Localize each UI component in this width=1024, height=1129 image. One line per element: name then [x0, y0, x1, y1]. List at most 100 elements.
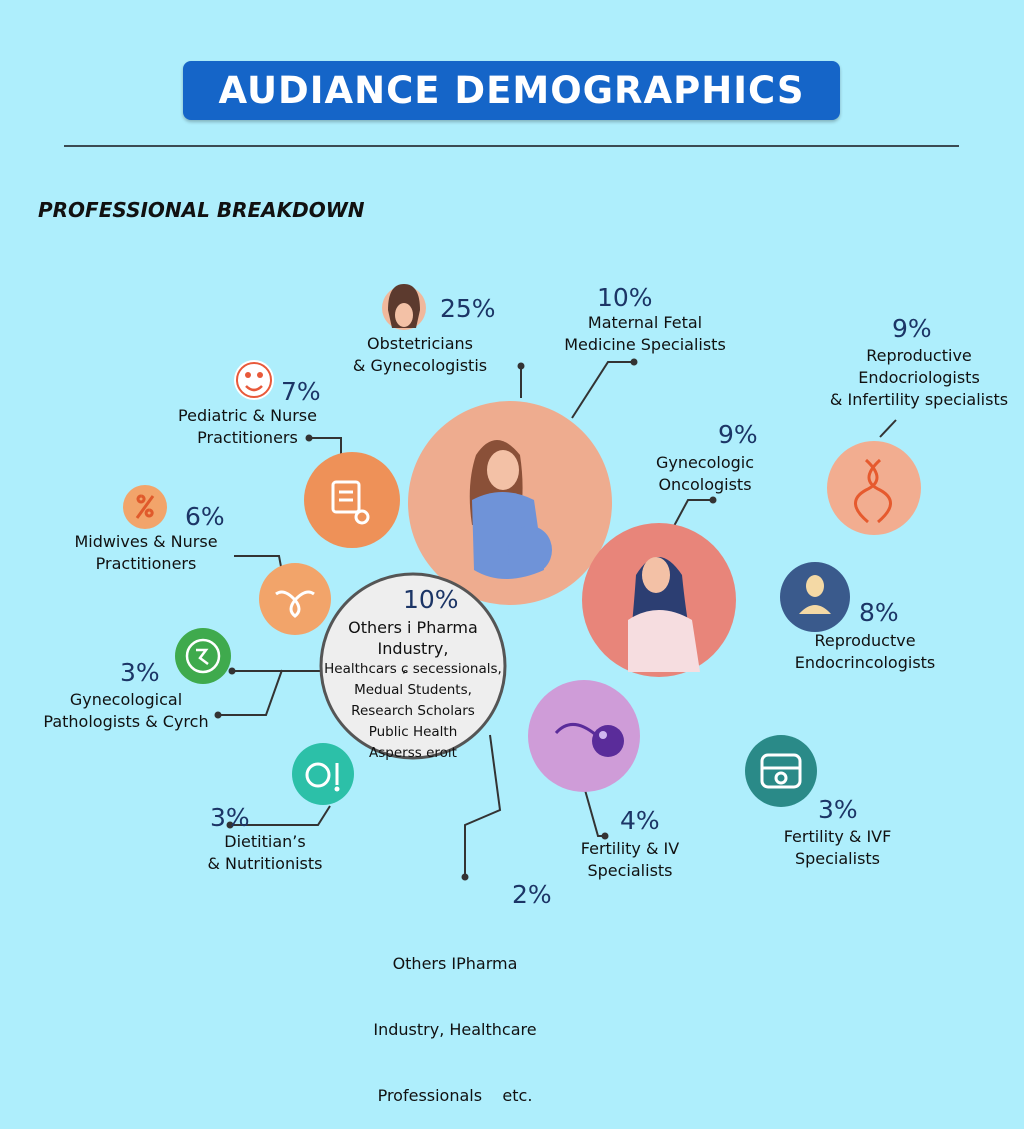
dot [226, 821, 234, 829]
dot [709, 496, 717, 504]
connector-dots [214, 358, 717, 881]
dot [228, 667, 236, 675]
connector-peds [309, 437, 342, 456]
label-line: Oncologists [658, 475, 752, 494]
label-line: Industry, Healthcare [373, 1020, 537, 1039]
lungs-icon [236, 362, 272, 398]
pct-others-center: 10% [403, 585, 459, 614]
woman-portrait-icon [628, 557, 700, 672]
dna-icon [854, 458, 892, 524]
label-line: Fertility & IVF [783, 827, 892, 846]
connector-others-bottom [464, 734, 502, 877]
label-line: & Gynecologistis [352, 356, 488, 375]
clipboard-icon [331, 480, 370, 525]
petri-dish-icon [760, 753, 802, 789]
label-gyn-path: Gynecological Pathologists & Cyrch [36, 689, 216, 733]
bubble-repro-endo [780, 562, 850, 632]
label-line: Dietitian’s [224, 832, 306, 851]
bubble-repro-infert [827, 441, 921, 535]
bubble-fertility-ivf [745, 735, 817, 807]
label-line: Maternal Fetal [587, 313, 703, 332]
nutrition-icon [305, 762, 331, 788]
connector-fertility-iv [584, 789, 605, 837]
connector-lines [218, 361, 897, 877]
bubble-gyn-path [175, 628, 231, 684]
title-banner: AUDIANCE DEMOGRAPHICS [183, 61, 840, 120]
bubble-gyn-onc [582, 523, 736, 677]
label-line: Midwives & Nurse [74, 532, 218, 551]
label-line: Practitioners [95, 554, 197, 573]
sperm-egg-icon [554, 723, 624, 757]
pct-peds: 7% [281, 377, 321, 406]
section-subtitle: PROFESSIONAL BREAKDOWN [38, 198, 365, 222]
bubble-midwives-icon [123, 485, 167, 529]
pct-gyn-path: 3% [120, 658, 160, 687]
dot [630, 358, 638, 366]
bubble-fertility-iv [528, 680, 640, 792]
label-mfm: Maternal Fetal Medicine Specialists [560, 312, 730, 356]
label-fertility-iv: Fertility & IV Specialists [565, 838, 695, 882]
label-peds: Pediatric & Nurse Practitioners [170, 405, 325, 449]
bubble-obgyn [408, 401, 612, 605]
label-dietitians: Dietitian’s & Nutritionists [190, 831, 340, 875]
label-line: Pathologists & Cyrch [43, 712, 209, 731]
connector-mfm [571, 361, 634, 419]
label-line: Others IPharma [392, 954, 518, 973]
pregnant-woman-icon [469, 440, 552, 579]
label-line: Others i Pharma [348, 618, 478, 637]
connector-gyn-path-b [218, 669, 283, 716]
label-line: Fertility & IV [580, 839, 680, 858]
divider [64, 145, 959, 147]
pct-mfm: 10% [597, 283, 653, 312]
label-line: Gynecological [69, 690, 183, 709]
connector-repro-infert [879, 419, 897, 438]
percent-icon [135, 494, 155, 519]
bubble-peds [304, 452, 400, 548]
label-line: Reproductve [814, 631, 916, 650]
connector-dietitians [230, 805, 331, 826]
pct-repro-endo: 8% [859, 598, 899, 627]
dot [601, 832, 609, 840]
label-line: Endocrincologists [794, 653, 936, 672]
label-line: & Nutritionists [207, 854, 323, 873]
infographic-graphics [123, 284, 921, 881]
bubble-dietitians [292, 743, 354, 805]
label-line: Industry, [377, 639, 449, 658]
label-line: Practitioners [197, 428, 298, 447]
label-line: & Infertility specialists [829, 390, 1009, 409]
label-line: Endocriologists [858, 368, 980, 387]
label-line: Gynecologic [655, 453, 755, 472]
pct-midwives: 6% [185, 502, 225, 531]
bubble-midwives [259, 563, 331, 635]
label-line: Obstetricians [366, 334, 474, 353]
dot [461, 873, 469, 881]
label-line: Reproductive [866, 346, 972, 365]
label-midwives: Midwives & Nurse Practitioners [66, 531, 226, 575]
person-icon [799, 575, 831, 614]
label-line: Research Scholars [351, 703, 475, 719]
pct-obgyn: 25% [440, 294, 496, 323]
label-others-bottom: Others IPharma Industry, Healthcare Prof… [355, 909, 555, 1129]
connector-gyn-onc [673, 499, 713, 527]
label-obgyn: Obstetricians & Gynecologistis [345, 333, 495, 377]
label-line: Medual Students, [354, 682, 472, 698]
bubble-peds-icon [234, 360, 274, 400]
page-title: AUDIANCE DEMOGRAPHICS [218, 69, 805, 112]
label-line: Medicine Specialists [564, 335, 726, 354]
bubble-others-center [319, 572, 507, 760]
pct-gyn-onc: 9% [718, 420, 758, 449]
uterus-icon [275, 590, 315, 618]
pct-fertility-iv: 4% [620, 806, 660, 835]
label-line: Professionals etc. [377, 1086, 533, 1105]
label-gyn-onc: Gynecologic Oncologists [640, 452, 770, 496]
microscope-icon [185, 638, 221, 674]
label-repro-infert: Reproductive Endocriologists & Infertili… [824, 345, 1014, 411]
dot [305, 434, 313, 442]
dot [517, 362, 525, 370]
label-line: Asperss eroıt [369, 745, 457, 761]
dot [214, 711, 222, 719]
pct-others-bottom: 2% [512, 880, 552, 909]
bubble-obgyn-icon [382, 284, 426, 330]
label-line: Pediatric & Nurse [178, 406, 317, 425]
label-line: Specialists [587, 861, 673, 880]
